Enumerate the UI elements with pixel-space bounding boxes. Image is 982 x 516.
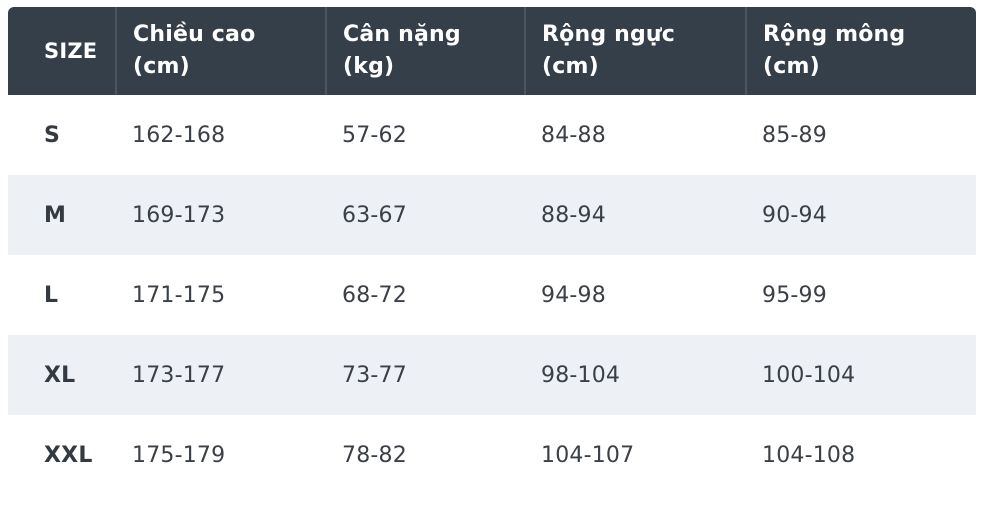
weight-cell: 78-82 — [342, 442, 407, 468]
hip-cell: 85-89 — [762, 122, 827, 148]
size-chart-table: SIZE Chiều cao (cm) Cân nặng (kg) Rộng n… — [8, 7, 976, 495]
header-label: Rộng mông — [763, 22, 906, 47]
chest-cell: 94-98 — [541, 282, 606, 308]
table-row: L 171-175 68-72 94-98 95-99 — [8, 255, 976, 335]
chest-cell: 104-107 — [541, 442, 635, 468]
table-row: XXL 175-179 78-82 104-107 104-108 — [8, 415, 976, 495]
header-weight: Cân nặng (kg) — [326, 7, 526, 95]
height-cell: 162-168 — [132, 122, 226, 148]
height-cell: 175-179 — [132, 442, 226, 468]
hip-cell: 100-104 — [762, 362, 856, 388]
height-cell: 171-175 — [132, 282, 226, 308]
header-label: Rộng ngực — [542, 22, 676, 47]
size-cell: XL — [44, 362, 76, 388]
header-unit: (kg) — [343, 54, 395, 79]
chest-cell: 88-94 — [541, 202, 606, 228]
weight-cell: 63-67 — [342, 202, 407, 228]
height-cell: 169-173 — [132, 202, 226, 228]
table-row: XL 173-177 73-77 98-104 100-104 — [8, 335, 976, 415]
header-unit: (cm) — [133, 54, 190, 79]
weight-cell: 68-72 — [342, 282, 407, 308]
table-row: S 162-168 57-62 84-88 85-89 — [8, 95, 976, 175]
size-chart: SIZE Chiều cao (cm) Cân nặng (kg) Rộng n… — [8, 7, 976, 495]
header-label: Chiều cao — [133, 22, 256, 47]
weight-cell: 57-62 — [342, 122, 407, 148]
size-cell: S — [44, 122, 61, 148]
table-header: SIZE Chiều cao (cm) Cân nặng (kg) Rộng n… — [8, 7, 976, 95]
header-size: SIZE — [8, 7, 117, 95]
size-cell: XXL — [44, 442, 93, 468]
header-unit: (cm) — [542, 54, 599, 79]
weight-cell: 73-77 — [342, 362, 407, 388]
hip-cell: 90-94 — [762, 202, 827, 228]
header-row: SIZE Chiều cao (cm) Cân nặng (kg) Rộng n… — [8, 7, 976, 95]
header-hip: Rộng mông (cm) — [746, 7, 976, 95]
table-row: M 169-173 63-67 88-94 90-94 — [8, 175, 976, 255]
header-height: Chiều cao (cm) — [116, 7, 327, 95]
hip-cell: 104-108 — [762, 442, 856, 468]
chest-cell: 84-88 — [541, 122, 606, 148]
header-chest: Rộng ngực (cm) — [525, 7, 747, 95]
hip-cell: 95-99 — [762, 282, 827, 308]
size-cell: M — [44, 202, 67, 228]
header-label: Cân nặng — [343, 22, 461, 47]
height-cell: 173-177 — [132, 362, 226, 388]
header-label: SIZE — [44, 39, 98, 63]
size-cell: L — [44, 282, 59, 308]
table-body: S 162-168 57-62 84-88 85-89 M 169-173 63… — [8, 95, 976, 495]
chest-cell: 98-104 — [541, 362, 621, 388]
header-unit: (cm) — [763, 54, 820, 79]
